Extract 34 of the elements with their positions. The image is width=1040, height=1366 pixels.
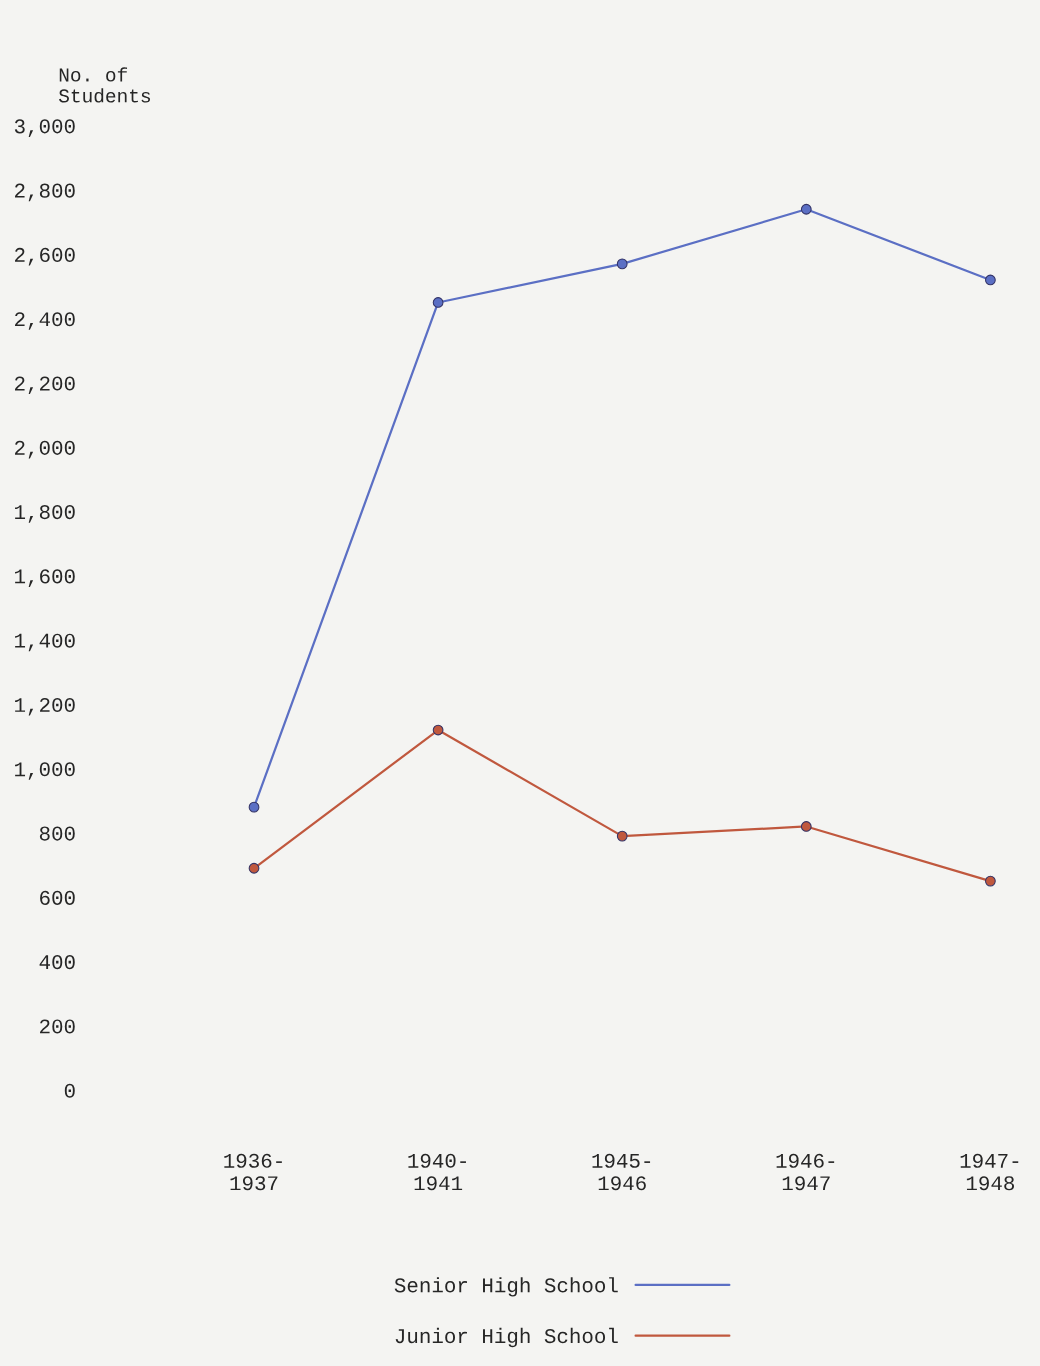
y-tick-label: 800 bbox=[39, 826, 75, 841]
y-tick-label: 1,000 bbox=[15, 762, 75, 780]
point bbox=[432, 724, 444, 736]
point bbox=[800, 203, 812, 215]
point bbox=[800, 821, 812, 832]
y-tick-label: 1,400 bbox=[15, 633, 75, 652]
x-tick-label: 1947- 1948 bbox=[960, 1153, 1019, 1191]
legend-label: Senior High School bbox=[394, 1277, 618, 1297]
point bbox=[985, 274, 996, 286]
y-tick-label: 2,800 bbox=[15, 183, 75, 202]
y-tick-label: 2,200 bbox=[15, 376, 75, 395]
y-tick-label: 200 bbox=[40, 1019, 75, 1034]
point bbox=[985, 875, 996, 887]
y-tick-label: 2,600 bbox=[15, 247, 75, 266]
y-tick-label: 2,000 bbox=[15, 440, 75, 459]
x-tick-label: 1945- 1946 bbox=[592, 1153, 651, 1191]
y-tick-label: 1,800 bbox=[15, 505, 75, 523]
point bbox=[616, 258, 628, 270]
x-tick-label: 1936- 1937 bbox=[224, 1153, 282, 1191]
y-tick-label: 1,600 bbox=[15, 569, 75, 587]
legend-label: Junior High School bbox=[395, 1327, 618, 1348]
point bbox=[432, 297, 444, 308]
point bbox=[248, 801, 260, 813]
y-tick-label: 1,200 bbox=[15, 697, 75, 716]
y-axis-title: No. of Students bbox=[59, 67, 150, 103]
y-tick-label: 400 bbox=[39, 955, 75, 970]
y-tick-label: 0 bbox=[64, 1083, 75, 1098]
y-tick-label: 3,000 bbox=[14, 119, 75, 137]
y-tick-label: 600 bbox=[40, 890, 75, 905]
y-tick-label: 2,400 bbox=[15, 312, 75, 330]
point bbox=[616, 830, 628, 842]
x-tick-label: 1946- 1947 bbox=[776, 1153, 835, 1191]
x-tick-label: 1940- 1941 bbox=[408, 1153, 466, 1191]
point bbox=[248, 862, 260, 874]
